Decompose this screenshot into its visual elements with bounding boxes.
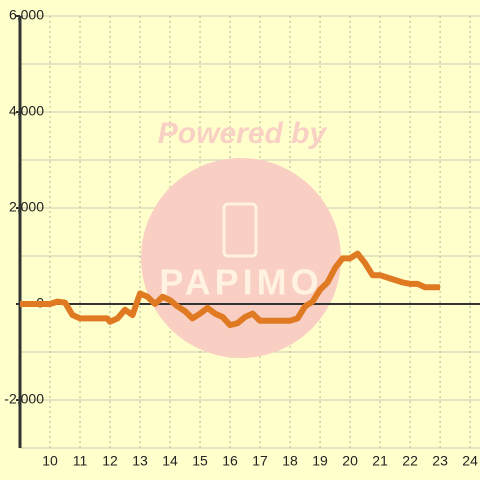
y-tick-label: 2,000 (9, 199, 44, 215)
x-tick-label: 10 (42, 453, 58, 469)
x-tick-label: 17 (252, 453, 268, 469)
watermark-logo: PAPIMO (159, 262, 322, 303)
y-tick-label: 6,000 (9, 7, 44, 23)
watermark-text: Powered by (158, 117, 328, 150)
x-tick-label: 21 (372, 453, 388, 469)
x-tick-label: 23 (432, 453, 448, 469)
x-tick-label: 24 (462, 453, 478, 469)
x-tick-label: 22 (402, 453, 418, 469)
x-tick-label: 19 (312, 453, 328, 469)
watermark-icon (222, 202, 258, 258)
x-tick-label: 11 (73, 453, 88, 469)
x-tick-label: 18 (282, 453, 298, 469)
x-tick-label: 12 (102, 453, 118, 469)
x-tick-label: 15 (192, 453, 208, 469)
x-tick-label: 16 (222, 453, 238, 469)
watermark-circle (141, 158, 341, 358)
y-tick-label: -2,000 (4, 391, 44, 407)
x-tick-label: 20 (342, 453, 358, 469)
x-tick-label: 13 (132, 453, 148, 469)
watermark: Powered by PAPIMO (141, 117, 341, 358)
y-tick-label: 4,000 (9, 103, 44, 119)
data-line (20, 250, 441, 329)
x-tick-label: 14 (162, 453, 178, 469)
